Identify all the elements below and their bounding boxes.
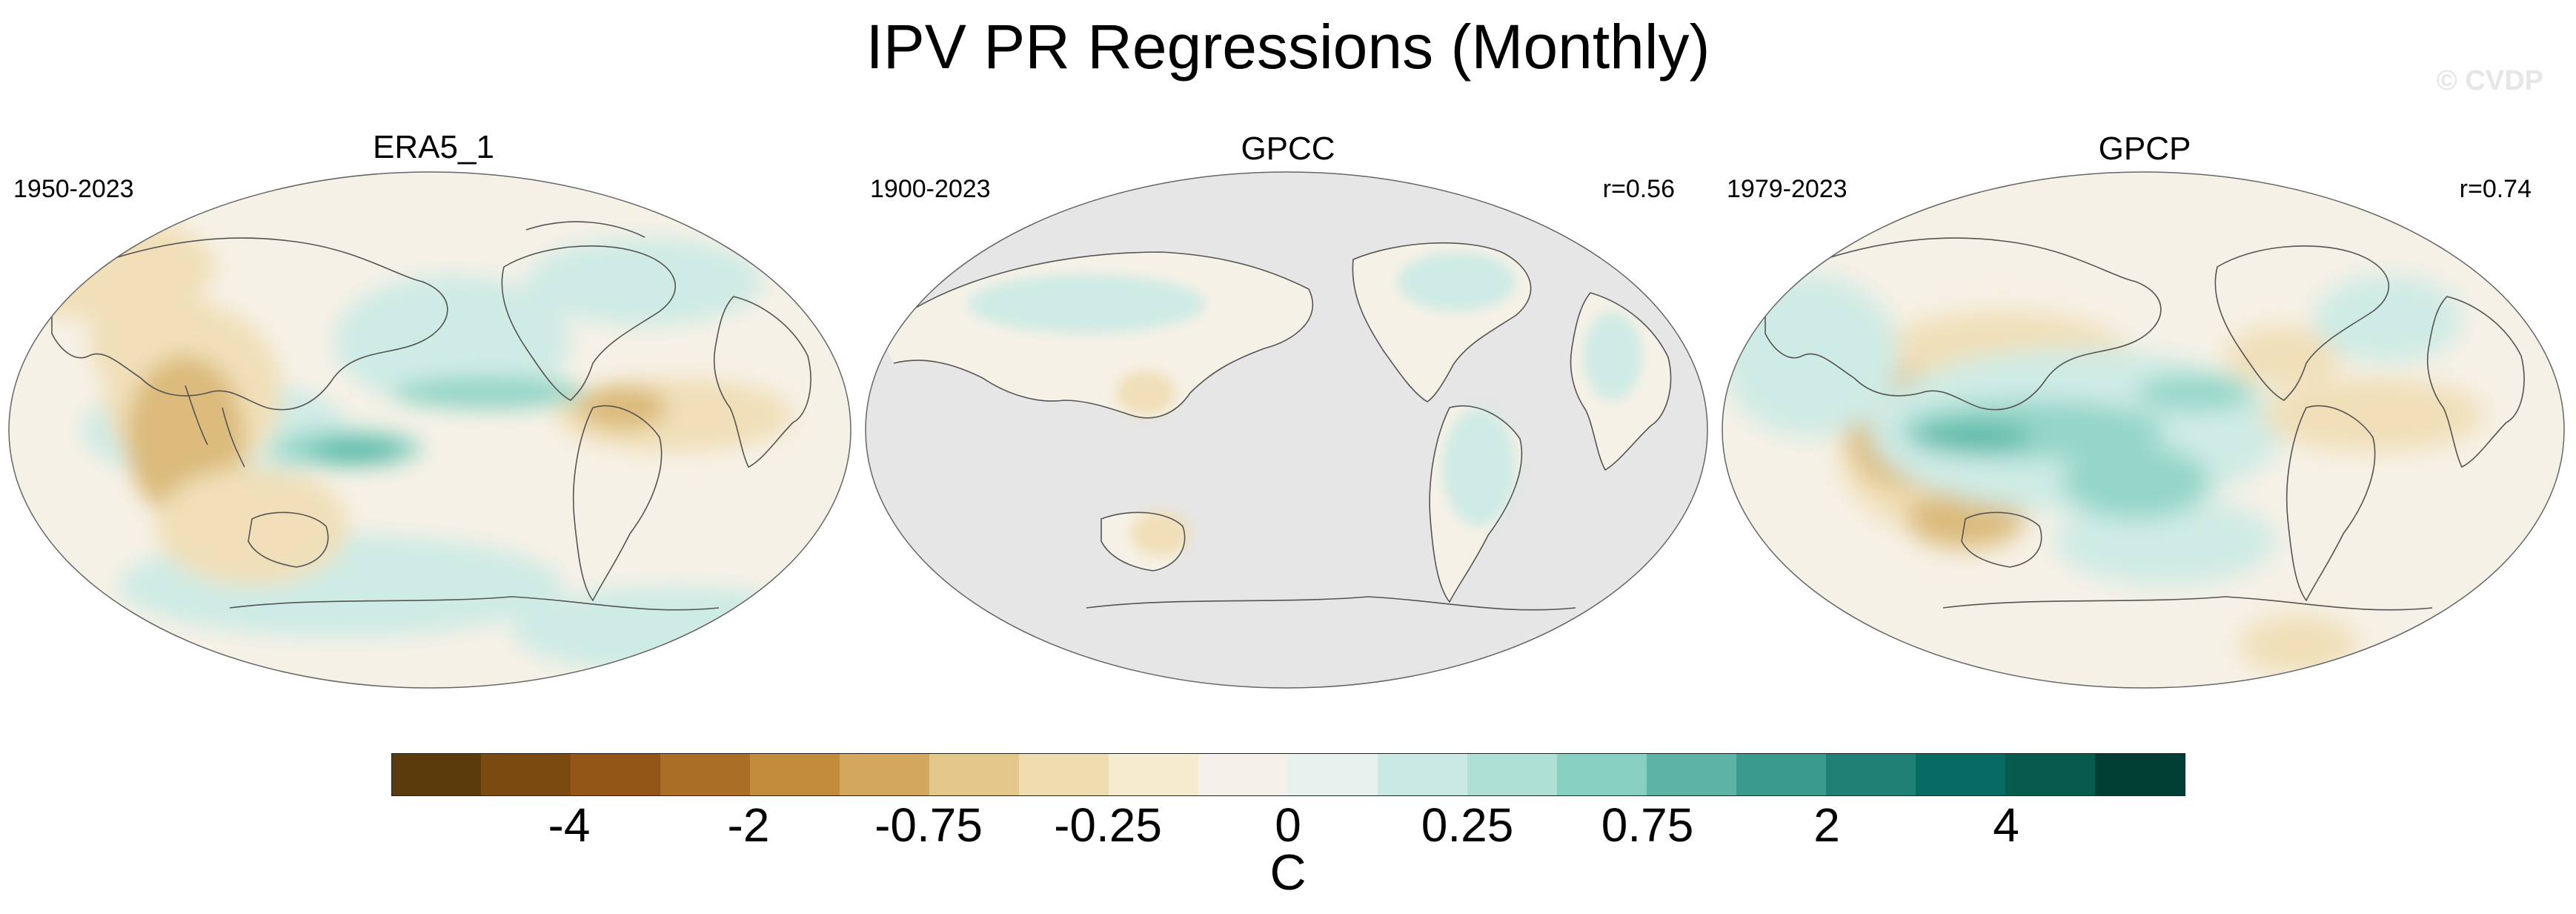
colorbar-swatch [2095,753,2185,796]
colorbar-swatch [1109,753,1199,796]
colorbar-swatch [929,753,1020,796]
colorbar-label: 4 [1993,798,2019,852]
colorbar-swatch [1467,753,1558,796]
colorbar-label: -2 [727,798,770,852]
panel-title-era5: ERA5_1 [373,129,494,165]
panel-title-gpcp: GPCP [2098,130,2191,167]
map-gpcc [865,171,1708,689]
panel-corr-gpcp: r=0.74 [2459,175,2532,203]
panel-period-gpcp: 1979-2023 [1727,175,1848,203]
colorbar-swatch [1557,753,1647,796]
colorbar-swatch [1916,753,2006,796]
colorbar-swatch [1378,753,1468,796]
colorbar-swatch [571,753,661,796]
anomaly-north-pacific [333,274,571,408]
colorbar-frame [391,753,2185,796]
colorbar-swatch [2005,753,2096,796]
colorbar-label: 0.75 [1601,798,1694,852]
colorbar [391,753,2185,796]
colorbar-label: -0.25 [1054,798,1162,852]
map-era5 [8,171,852,689]
colorbar-label: -4 [548,798,591,852]
watermark: © CVDP [2436,65,2543,96]
colorbar-label: 2 [1813,798,1840,852]
figure-title: IPV PR Regressions (Monthly) [866,12,1710,82]
colorbar-swatch [1198,753,1289,796]
map-gpcp [1722,171,2565,689]
panel-period-gpcc: 1900-2023 [870,175,991,203]
colorbar-swatch [840,753,930,796]
colorbar-swatch [1736,753,1827,796]
colorbar-label: -0.75 [874,798,983,852]
colorbar-label: 0 [1275,798,1301,852]
panel-corr-gpcc: r=0.56 [1602,175,1675,203]
colorbar-swatch [1647,753,1737,796]
colorbar-units: C [1269,844,1307,901]
colorbar-swatch [750,753,840,796]
colorbar-swatch [1826,753,1916,796]
panel-title-gpcc: GPCC [1241,130,1335,167]
colorbar-label: 0.25 [1421,798,1514,852]
colorbar-swatch [1288,753,1378,796]
colorbar-swatch [1019,753,1109,796]
colorbar-swatch [481,753,571,796]
panel-period-era5: 1950-2023 [13,175,134,203]
colorbar-swatch [660,753,751,796]
colorbar-swatch [391,753,482,796]
